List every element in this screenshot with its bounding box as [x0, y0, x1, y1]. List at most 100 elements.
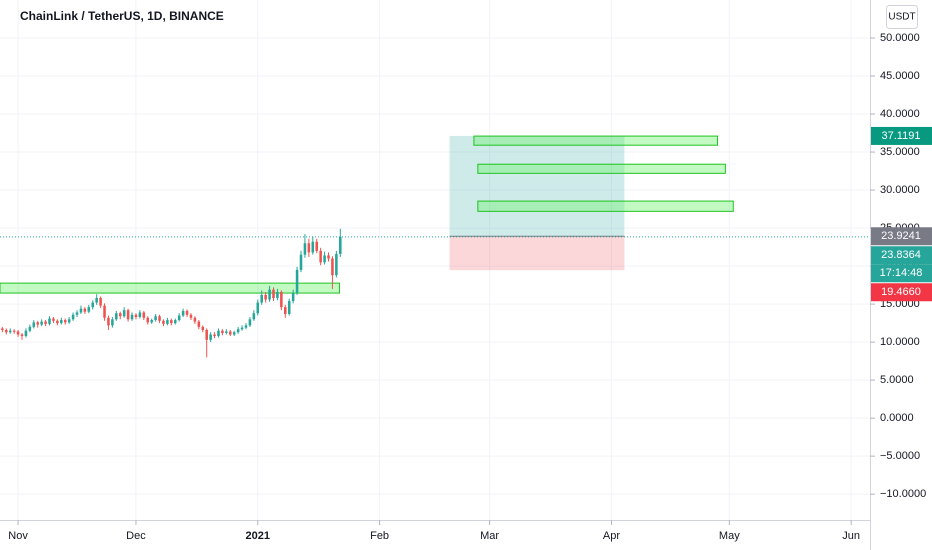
target-price-label-bg [871, 126, 932, 145]
x-tick-label: Apr [603, 530, 620, 542]
candle-body [232, 332, 236, 335]
candle-body [295, 269, 299, 293]
candle-body [244, 325, 248, 328]
candle-body [252, 313, 256, 320]
candle-body [311, 241, 315, 253]
stop-price-label: 19.4660 [881, 286, 921, 298]
x-tick-label: Mar [480, 530, 499, 542]
candle-body [40, 321, 43, 325]
candle-body [221, 330, 224, 333]
candle-body [126, 310, 130, 320]
candle-body [189, 314, 193, 318]
candle-body [213, 334, 216, 337]
y-tick-label: 35.0000 [880, 146, 920, 158]
candle-body [291, 292, 295, 302]
candle-body [130, 314, 134, 320]
currency-label[interactable]: USDT [888, 12, 915, 23]
candle-body [193, 317, 197, 322]
candle-body [134, 314, 138, 318]
candle-body [307, 243, 311, 253]
candle-body [280, 291, 283, 308]
x-tick-label: Nov [8, 530, 28, 542]
y-tick-label: 10.0000 [880, 336, 920, 348]
candle-body [44, 321, 47, 324]
zone [0, 282, 341, 294]
zone [477, 200, 734, 212]
candle-body [36, 322, 40, 325]
candle-body [201, 326, 205, 330]
candle-body [236, 329, 240, 333]
stop-price-label-bg [871, 283, 932, 302]
chart-title: ChainLink / TetherUS, 1D, BINANCE [20, 9, 224, 23]
candle-body [264, 294, 267, 300]
last-price-label-bg [871, 246, 932, 265]
x-tick-label: Dec [126, 530, 146, 542]
grid [0, 0, 870, 520]
candle-body [63, 320, 67, 323]
x-tick-label: 2021 [246, 530, 270, 542]
candle-body [122, 310, 126, 317]
countdown-label-bg [871, 264, 932, 283]
candle-body [28, 326, 32, 331]
countdown-label: 17:14:48 [880, 267, 923, 279]
y-tick-label: 5.0000 [880, 374, 914, 386]
x-tick-label: Feb [370, 530, 389, 542]
y-tick-label: 40.0000 [880, 108, 920, 120]
y-tick-label: 30.0000 [880, 184, 920, 196]
candle-body [256, 302, 260, 314]
axes: 50.000045.000040.000035.000030.000025.00… [8, 32, 932, 542]
candle-body [95, 298, 98, 303]
candle-body [276, 291, 279, 299]
x-tick-label: Jun [842, 530, 860, 542]
candle-body [83, 308, 87, 312]
candle-body [91, 302, 95, 308]
candle-body [8, 330, 12, 333]
y-tick-label: 0.0000 [880, 412, 914, 424]
candle-body [24, 330, 28, 337]
candle-body [150, 320, 153, 323]
candle-body [260, 294, 263, 303]
candle-body [52, 318, 55, 321]
x-tick-label: May [719, 530, 740, 542]
candle-body [268, 289, 271, 300]
candle-body [99, 298, 102, 306]
currency-button[interactable] [886, 5, 918, 29]
candle-body [118, 313, 122, 317]
y-tick-label: 45.0000 [880, 70, 920, 82]
candle-body [32, 322, 36, 327]
candle-body [79, 308, 83, 313]
candle-body [5, 329, 8, 333]
candle-body [170, 320, 173, 324]
candle-body [331, 258, 334, 276]
zone [477, 163, 726, 174]
candle-body [303, 243, 307, 255]
candle-body [248, 319, 252, 326]
candle-body [272, 289, 275, 299]
y-tick-label: −10.0000 [880, 488, 926, 500]
drawings [0, 135, 734, 294]
candle-body [240, 327, 244, 330]
candle-body [319, 250, 322, 263]
candle-body [103, 305, 106, 318]
candle-body [146, 317, 150, 323]
candle-body [315, 241, 318, 251]
candle-body [48, 318, 51, 324]
candle-body [12, 330, 16, 332]
candle-body [138, 312, 142, 318]
candle-body [166, 320, 169, 324]
candle-body [75, 312, 79, 315]
entry-price-label: 23.9241 [881, 230, 921, 242]
candle-body [20, 334, 24, 337]
candle-body [299, 254, 303, 270]
candle-body [228, 331, 232, 335]
candle-body [339, 236, 342, 254]
profit-zone [449, 135, 625, 237]
candle-body [323, 255, 326, 263]
candle-body [209, 334, 212, 340]
target-price-label: 37.1191 [882, 130, 921, 142]
candle-body [56, 320, 59, 324]
candle-body [154, 316, 157, 321]
candle-body [142, 312, 146, 318]
candle-body [67, 319, 71, 323]
